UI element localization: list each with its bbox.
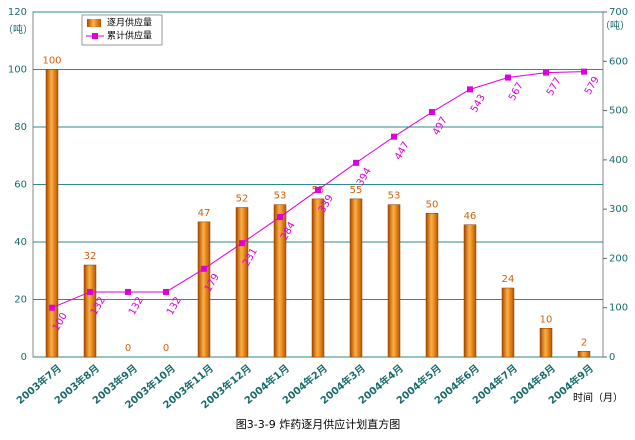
bar xyxy=(45,69,59,358)
chart-title: 图3-3-9 炸药逐月供应计划直方图 xyxy=(236,417,400,431)
bar-value-label: 0 xyxy=(125,343,131,354)
line-marker xyxy=(87,288,93,295)
line-marker xyxy=(125,288,131,295)
line-value-label: 132 xyxy=(165,295,184,317)
y2-tick-label: 0 xyxy=(609,352,615,363)
bar xyxy=(463,224,477,358)
y-tick-label: 120 xyxy=(8,7,27,18)
bar-value-label: 53 xyxy=(388,191,401,202)
line-marker xyxy=(277,214,283,221)
bar xyxy=(349,198,363,358)
line-value-label: 497 xyxy=(431,115,450,137)
line-value-label: 543 xyxy=(469,93,488,115)
line-value-label: 567 xyxy=(507,81,526,103)
line-marker xyxy=(353,159,359,166)
line-marker xyxy=(391,133,397,140)
y2-tick-label: 700 xyxy=(609,7,628,18)
y-tick-label: 40 xyxy=(14,237,27,248)
bar xyxy=(577,351,591,358)
y2-tick-label: 200 xyxy=(609,253,628,264)
legend-swatch xyxy=(87,19,101,27)
bar-value-label: 46 xyxy=(464,211,477,222)
y-tick-label: 20 xyxy=(14,295,27,306)
line-value-label: 579 xyxy=(583,75,602,97)
legend-label: 累计供应量 xyxy=(107,30,152,42)
bar xyxy=(235,207,249,358)
line-marker xyxy=(239,240,245,247)
line-marker xyxy=(543,69,549,76)
bar-value-label: 53 xyxy=(274,191,287,202)
bar-value-label: 24 xyxy=(502,274,515,285)
line-marker xyxy=(163,288,169,295)
bar xyxy=(197,221,211,358)
line-marker xyxy=(315,186,321,193)
line-marker xyxy=(505,74,511,81)
line-marker xyxy=(429,109,435,116)
y-tick-label: 80 xyxy=(14,122,27,133)
bar-value-label: 0 xyxy=(163,343,169,354)
bar xyxy=(387,204,401,358)
y-unit: （吨） xyxy=(3,23,33,36)
bar xyxy=(311,198,325,358)
y-tick-label: 100 xyxy=(8,65,27,76)
y2-tick-label: 500 xyxy=(609,106,628,117)
line-marker xyxy=(467,86,473,93)
legend-swatch xyxy=(92,33,98,39)
y2-tick-label: 100 xyxy=(609,303,628,314)
line-value-label: 577 xyxy=(545,76,564,98)
bar-value-label: 32 xyxy=(84,251,97,262)
bar xyxy=(425,213,439,358)
line-marker xyxy=(201,265,207,272)
y-tick-label: 0 xyxy=(21,352,27,363)
x-axis-label: 时间（月） xyxy=(573,391,623,404)
bar xyxy=(83,264,97,358)
line-marker xyxy=(49,304,55,311)
y2-tick-label: 300 xyxy=(609,204,628,215)
line-value-label: 339 xyxy=(317,193,336,215)
y2-tick-label: 400 xyxy=(609,155,628,166)
bar-value-label: 100 xyxy=(42,56,61,67)
line-marker xyxy=(581,68,587,75)
legend-label: 逐月供应量 xyxy=(107,17,152,29)
bar-value-label: 52 xyxy=(236,194,249,205)
bar-value-label: 55 xyxy=(350,185,363,196)
bar xyxy=(273,204,287,358)
bar-value-label: 2 xyxy=(581,337,587,348)
bar xyxy=(501,287,515,358)
y2-tick-label: 600 xyxy=(609,56,628,67)
bar xyxy=(539,328,553,358)
bar-value-label: 47 xyxy=(198,208,211,219)
y-tick-label: 60 xyxy=(14,180,27,191)
bar-value-label: 50 xyxy=(426,199,439,210)
line-value-label: 447 xyxy=(393,140,412,162)
bar-value-label: 10 xyxy=(540,314,553,325)
line-value-label: 132 xyxy=(127,295,146,317)
y2-unit: （吨） xyxy=(600,19,630,32)
